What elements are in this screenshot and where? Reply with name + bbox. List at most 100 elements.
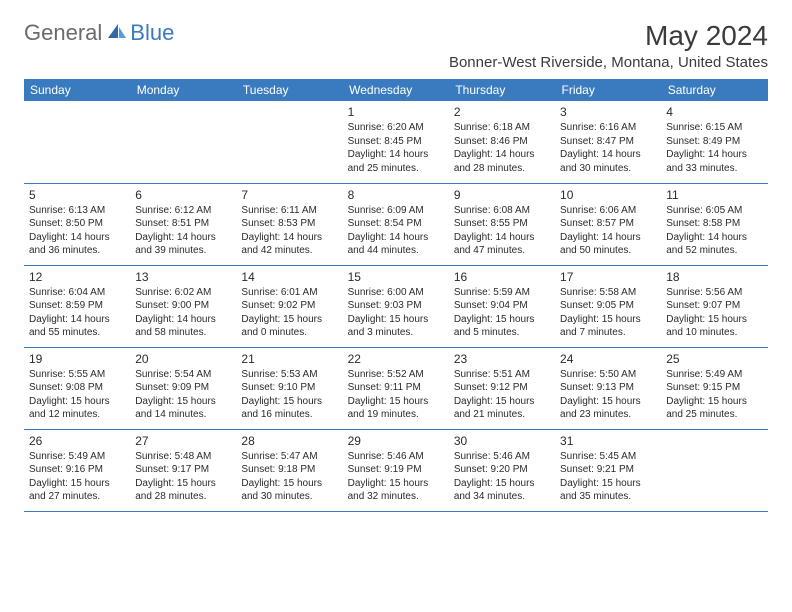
- day-number: 23: [454, 351, 550, 367]
- day-cell: 3Sunrise: 6:16 AMSunset: 8:47 PMDaylight…: [555, 101, 661, 183]
- day-number: 11: [666, 187, 762, 203]
- sunset-line: Sunset: 9:16 PM: [29, 463, 125, 477]
- col-friday: Friday: [555, 79, 661, 101]
- day-cell: [236, 101, 342, 183]
- daylight-line: Daylight: 14 hours and 52 minutes.: [666, 231, 762, 258]
- day-cell: 16Sunrise: 5:59 AMSunset: 9:04 PMDayligh…: [449, 265, 555, 347]
- day-number: 13: [135, 269, 231, 285]
- day-cell: 21Sunrise: 5:53 AMSunset: 9:10 PMDayligh…: [236, 347, 342, 429]
- sunrise-line: Sunrise: 6:01 AM: [241, 286, 337, 300]
- location: Bonner-West Riverside, Montana, United S…: [449, 54, 768, 71]
- daylight-line: Daylight: 15 hours and 21 minutes.: [454, 395, 550, 422]
- title-block: May 2024 Bonner-West Riverside, Montana,…: [449, 20, 768, 71]
- daylight-line: Daylight: 14 hours and 42 minutes.: [241, 231, 337, 258]
- day-cell: 31Sunrise: 5:45 AMSunset: 9:21 PMDayligh…: [555, 429, 661, 511]
- sunrise-line: Sunrise: 6:20 AM: [348, 121, 444, 135]
- daylight-line: Daylight: 14 hours and 50 minutes.: [560, 231, 656, 258]
- day-cell: 27Sunrise: 5:48 AMSunset: 9:17 PMDayligh…: [130, 429, 236, 511]
- day-number: 27: [135, 433, 231, 449]
- day-cell: 19Sunrise: 5:55 AMSunset: 9:08 PMDayligh…: [24, 347, 130, 429]
- day-number: 30: [454, 433, 550, 449]
- day-number: 31: [560, 433, 656, 449]
- day-cell: 11Sunrise: 6:05 AMSunset: 8:58 PMDayligh…: [661, 183, 767, 265]
- calendar-table: Sunday Monday Tuesday Wednesday Thursday…: [24, 79, 768, 512]
- day-cell: 30Sunrise: 5:46 AMSunset: 9:20 PMDayligh…: [449, 429, 555, 511]
- logo-text-blue: Blue: [130, 20, 174, 46]
- day-cell: 10Sunrise: 6:06 AMSunset: 8:57 PMDayligh…: [555, 183, 661, 265]
- sunrise-line: Sunrise: 5:50 AM: [560, 368, 656, 382]
- daylight-line: Daylight: 14 hours and 47 minutes.: [454, 231, 550, 258]
- sunrise-line: Sunrise: 6:15 AM: [666, 121, 762, 135]
- day-cell: 7Sunrise: 6:11 AMSunset: 8:53 PMDaylight…: [236, 183, 342, 265]
- sunset-line: Sunset: 9:05 PM: [560, 299, 656, 313]
- logo-text-general: General: [24, 20, 102, 46]
- daylight-line: Daylight: 15 hours and 19 minutes.: [348, 395, 444, 422]
- day-number: 4: [666, 104, 762, 120]
- week-row: 19Sunrise: 5:55 AMSunset: 9:08 PMDayligh…: [24, 347, 768, 429]
- sunrise-line: Sunrise: 6:05 AM: [666, 204, 762, 218]
- day-cell: 13Sunrise: 6:02 AMSunset: 9:00 PMDayligh…: [130, 265, 236, 347]
- sunrise-line: Sunrise: 5:59 AM: [454, 286, 550, 300]
- sunset-line: Sunset: 8:47 PM: [560, 135, 656, 149]
- daylight-line: Daylight: 15 hours and 7 minutes.: [560, 313, 656, 340]
- week-row: 26Sunrise: 5:49 AMSunset: 9:16 PMDayligh…: [24, 429, 768, 511]
- daylight-line: Daylight: 15 hours and 3 minutes.: [348, 313, 444, 340]
- daylight-line: Daylight: 14 hours and 58 minutes.: [135, 313, 231, 340]
- sunset-line: Sunset: 9:17 PM: [135, 463, 231, 477]
- sunset-line: Sunset: 8:54 PM: [348, 217, 444, 231]
- sunset-line: Sunset: 8:45 PM: [348, 135, 444, 149]
- day-cell: [130, 101, 236, 183]
- col-sunday: Sunday: [24, 79, 130, 101]
- sunset-line: Sunset: 9:12 PM: [454, 381, 550, 395]
- sunrise-line: Sunrise: 6:04 AM: [29, 286, 125, 300]
- sunrise-line: Sunrise: 6:00 AM: [348, 286, 444, 300]
- col-saturday: Saturday: [661, 79, 767, 101]
- sunrise-line: Sunrise: 5:56 AM: [666, 286, 762, 300]
- sunset-line: Sunset: 8:58 PM: [666, 217, 762, 231]
- sunrise-line: Sunrise: 6:11 AM: [241, 204, 337, 218]
- sunset-line: Sunset: 8:53 PM: [241, 217, 337, 231]
- day-cell: 23Sunrise: 5:51 AMSunset: 9:12 PMDayligh…: [449, 347, 555, 429]
- day-number: 14: [241, 269, 337, 285]
- sunset-line: Sunset: 9:20 PM: [454, 463, 550, 477]
- day-number: 17: [560, 269, 656, 285]
- day-number: 9: [454, 187, 550, 203]
- day-number: 2: [454, 104, 550, 120]
- sunrise-line: Sunrise: 5:55 AM: [29, 368, 125, 382]
- day-number: 7: [241, 187, 337, 203]
- day-cell: [661, 429, 767, 511]
- sunset-line: Sunset: 8:55 PM: [454, 217, 550, 231]
- day-number: 20: [135, 351, 231, 367]
- sunrise-line: Sunrise: 6:02 AM: [135, 286, 231, 300]
- daylight-line: Daylight: 15 hours and 16 minutes.: [241, 395, 337, 422]
- daylight-line: Daylight: 14 hours and 36 minutes.: [29, 231, 125, 258]
- sunrise-line: Sunrise: 5:49 AM: [666, 368, 762, 382]
- sunset-line: Sunset: 9:03 PM: [348, 299, 444, 313]
- daylight-line: Daylight: 15 hours and 35 minutes.: [560, 477, 656, 504]
- daylight-line: Daylight: 15 hours and 30 minutes.: [241, 477, 337, 504]
- day-number: 3: [560, 104, 656, 120]
- sunset-line: Sunset: 9:09 PM: [135, 381, 231, 395]
- sunrise-line: Sunrise: 5:54 AM: [135, 368, 231, 382]
- day-number: 25: [666, 351, 762, 367]
- sunset-line: Sunset: 9:04 PM: [454, 299, 550, 313]
- daylight-line: Daylight: 15 hours and 14 minutes.: [135, 395, 231, 422]
- daylight-line: Daylight: 15 hours and 32 minutes.: [348, 477, 444, 504]
- day-cell: 4Sunrise: 6:15 AMSunset: 8:49 PMDaylight…: [661, 101, 767, 183]
- day-cell: 6Sunrise: 6:12 AMSunset: 8:51 PMDaylight…: [130, 183, 236, 265]
- daylight-line: Daylight: 14 hours and 30 minutes.: [560, 148, 656, 175]
- col-thursday: Thursday: [449, 79, 555, 101]
- day-number: 28: [241, 433, 337, 449]
- sunrise-line: Sunrise: 6:12 AM: [135, 204, 231, 218]
- sunset-line: Sunset: 8:51 PM: [135, 217, 231, 231]
- sunrise-line: Sunrise: 5:52 AM: [348, 368, 444, 382]
- sunset-line: Sunset: 9:19 PM: [348, 463, 444, 477]
- daylight-line: Daylight: 14 hours and 39 minutes.: [135, 231, 231, 258]
- week-row: 5Sunrise: 6:13 AMSunset: 8:50 PMDaylight…: [24, 183, 768, 265]
- day-cell: 25Sunrise: 5:49 AMSunset: 9:15 PMDayligh…: [661, 347, 767, 429]
- sunset-line: Sunset: 9:00 PM: [135, 299, 231, 313]
- sunset-line: Sunset: 8:49 PM: [666, 135, 762, 149]
- sunrise-line: Sunrise: 5:51 AM: [454, 368, 550, 382]
- sunrise-line: Sunrise: 5:49 AM: [29, 450, 125, 464]
- sunrise-line: Sunrise: 6:08 AM: [454, 204, 550, 218]
